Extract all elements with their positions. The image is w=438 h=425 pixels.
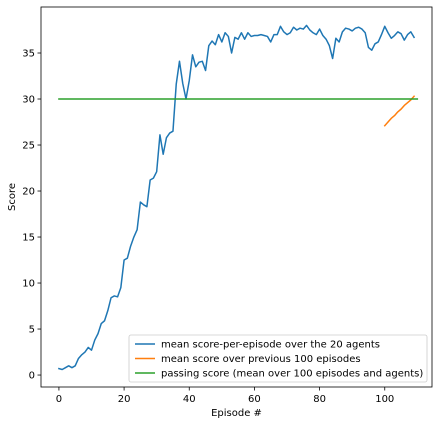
- x-tick-label: 100: [375, 394, 394, 405]
- x-axis-label: Episode #: [211, 408, 262, 419]
- y-tick-label: 20: [22, 187, 35, 198]
- y-axis-label: Score: [7, 183, 18, 211]
- legend-label: passing score (mean over 100 episodes an…: [161, 369, 423, 380]
- legend-label: mean score over previous 100 episodes: [161, 354, 361, 365]
- x-tick-label: 60: [248, 394, 261, 405]
- y-tick-label: 5: [29, 325, 35, 336]
- y-tick-label: 10: [22, 279, 35, 290]
- x-tick-label: 20: [118, 394, 131, 405]
- x-tick-label: 0: [56, 394, 62, 405]
- y-tick-label: 0: [29, 371, 35, 382]
- y-tick-label: 25: [22, 141, 35, 152]
- x-tick-label: 40: [183, 394, 196, 405]
- y-tick-label: 15: [22, 233, 35, 244]
- y-tick-label: 35: [22, 49, 35, 60]
- x-tick-label: 80: [313, 394, 326, 405]
- y-tick-label: 30: [22, 95, 35, 106]
- legend-label: mean score-per-episode over the 20 agent…: [161, 340, 380, 351]
- legend: mean score-per-episode over the 20 agent…: [129, 335, 427, 382]
